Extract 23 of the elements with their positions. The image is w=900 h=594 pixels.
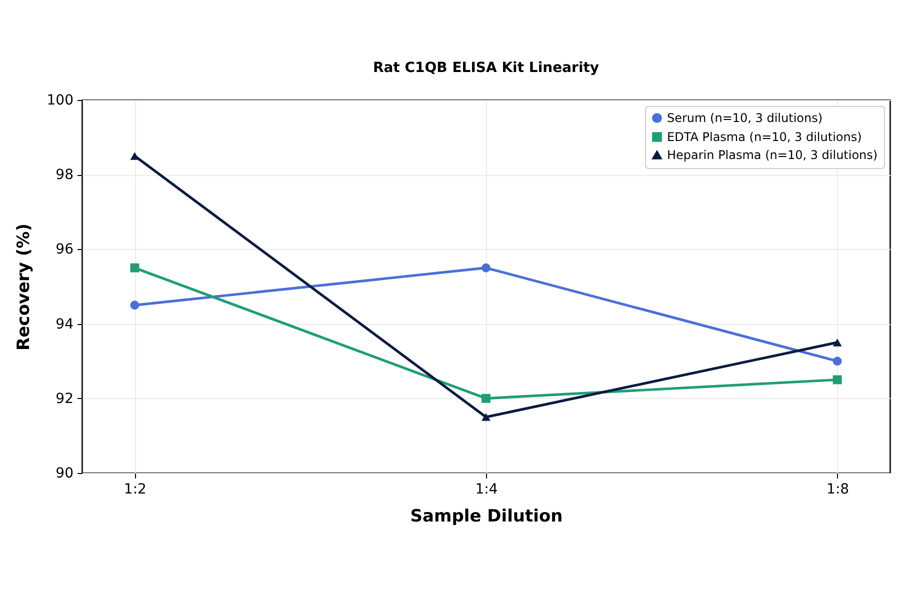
point	[832, 375, 842, 384]
point	[130, 300, 140, 310]
x-axis-title: Sample Dilution	[410, 506, 563, 526]
y-tick-label: 90	[56, 466, 74, 482]
legend-label: Serum (n=10, 3 dilutions)	[667, 111, 823, 125]
point	[482, 394, 490, 403]
legend-label: Heparin Plasma (n=10, 3 dilutions)	[667, 148, 878, 162]
point	[832, 356, 842, 366]
legend-label: EDTA Plasma (n=10, 3 dilutions)	[667, 130, 862, 144]
y-tick-label: 92	[56, 390, 74, 407]
point	[482, 413, 490, 421]
chart-title: Rat C1QB ELISA Kit Linearity	[372, 60, 600, 76]
x-tick-label: 1:4	[475, 482, 498, 498]
y-tick-label: 100	[46, 92, 74, 108]
y-tick-label: 94	[56, 316, 74, 332]
y-tick-label: 98	[56, 167, 74, 184]
point	[832, 338, 842, 346]
point	[130, 263, 140, 272]
y-axis-title: Recovery (%)	[14, 224, 34, 350]
x-tick-label: 1:8	[826, 482, 850, 498]
y-tick-label: 96	[56, 242, 74, 258]
point	[482, 263, 490, 272]
x-tick-label: 1:2	[124, 482, 146, 498]
